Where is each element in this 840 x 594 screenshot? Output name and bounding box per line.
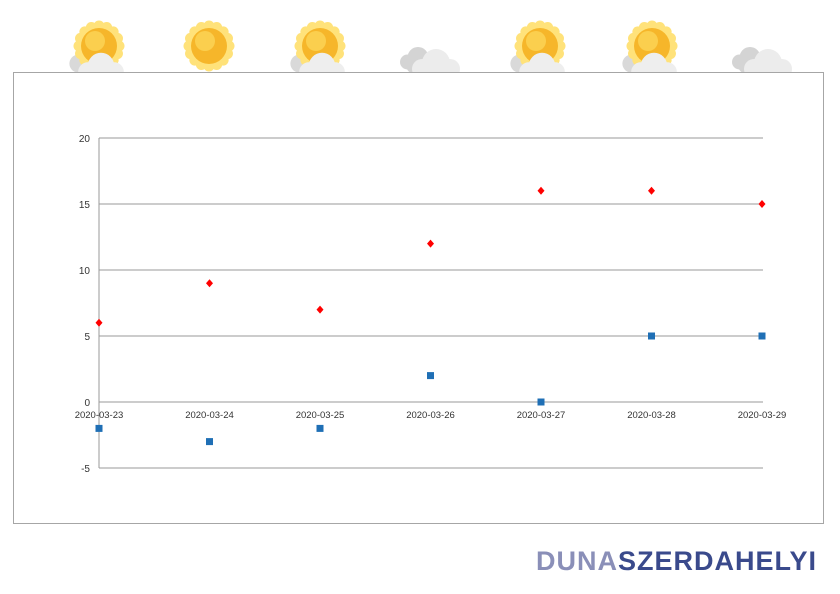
x-tick-label: 2020-03-26 xyxy=(406,410,455,421)
data-point-series-2 xyxy=(758,332,766,340)
data-point-series-1 xyxy=(316,305,324,314)
data-point-series-2 xyxy=(427,372,434,380)
brand-logo: DUNASZERDAHELYI xyxy=(536,541,817,581)
y-tick-label: -5 xyxy=(81,464,90,475)
chart-plot: 20 15 10 5 0 -5 2020-03-23 2020-03-24 2020-03-25… xyxy=(75,134,787,475)
chart-frame: 20 15 10 5 0 -5 2020-03-23 2020-03-24 2020-03-25… xyxy=(13,72,824,524)
data-point-series-2 xyxy=(316,424,324,432)
x-tick-label: 2020-03-23 xyxy=(75,410,124,421)
x-tick-label: 2020-03-24 xyxy=(185,410,234,421)
data-point-series-1 xyxy=(427,239,434,248)
data-point-series-2 xyxy=(537,398,545,406)
y-tick-label: 5 xyxy=(84,332,90,343)
sunny-icon xyxy=(174,14,244,100)
data-point-series-2 xyxy=(648,332,655,340)
data-point-series-1 xyxy=(758,200,766,208)
y-tick-label: 20 xyxy=(79,134,91,145)
x-tick-label: 2020-03-28 xyxy=(627,410,676,421)
data-point-series-1 xyxy=(206,279,213,288)
x-tick-label: 2020-03-27 xyxy=(517,410,566,421)
data-point-series-2 xyxy=(95,424,103,432)
y-tick-label: 0 xyxy=(84,398,90,409)
logo-part-1: DUNA xyxy=(536,546,618,576)
logo-part-2: SZERDAHELYI xyxy=(618,546,818,576)
y-tick-label: 10 xyxy=(79,266,91,277)
x-tick-label: 2020-03-29 xyxy=(738,410,787,421)
data-point-series-1 xyxy=(537,186,545,195)
data-point-series-1 xyxy=(95,318,103,327)
data-point-series-2 xyxy=(206,438,213,446)
x-tick-label: 2020-03-25 xyxy=(296,410,345,421)
data-point-series-1 xyxy=(648,186,655,195)
y-tick-label: 15 xyxy=(79,200,91,211)
